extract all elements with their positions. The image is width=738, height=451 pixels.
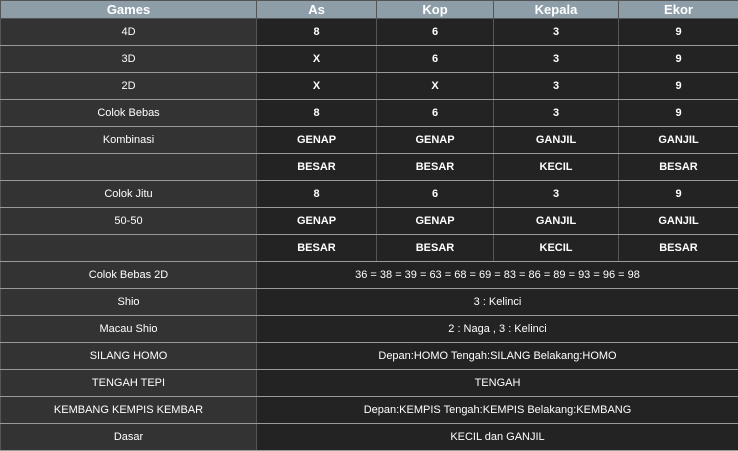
- value-cell: 6: [377, 19, 494, 46]
- value-cell: BESAR: [619, 235, 738, 262]
- column-header: Kepala: [494, 1, 619, 19]
- value-cell: BESAR: [619, 154, 738, 181]
- value-cell: BESAR: [257, 154, 377, 181]
- value-cell: GANJIL: [494, 208, 619, 235]
- result-cell: Depan:HOMO Tengah:SILANG Belakang:HOMO: [257, 343, 738, 370]
- value-cell: GANJIL: [619, 208, 738, 235]
- column-header: Ekor: [619, 1, 738, 19]
- game-cell: Macau Shio: [1, 316, 257, 343]
- game-cell: KEMBANG KEMPIS KEMBAR: [1, 397, 257, 424]
- result-cell: Depan:KEMPIS Tengah:KEMPIS Belakang:KEMB…: [257, 397, 738, 424]
- value-cell: GENAP: [377, 127, 494, 154]
- value-cell: 6: [377, 181, 494, 208]
- result-cell: 2 : Naga , 3 : Kelinci: [257, 316, 738, 343]
- value-cell: 9: [619, 73, 738, 100]
- value-cell: 6: [377, 100, 494, 127]
- value-cell: BESAR: [377, 235, 494, 262]
- value-cell: GENAP: [257, 127, 377, 154]
- value-cell: 9: [619, 19, 738, 46]
- game-cell: Shio: [1, 289, 257, 316]
- value-cell: KECIL: [494, 154, 619, 181]
- value-cell: GANJIL: [494, 127, 619, 154]
- column-header: Kop: [377, 1, 494, 19]
- game-cell: TENGAH TEPI: [1, 370, 257, 397]
- game-cell: 4D: [1, 19, 257, 46]
- value-cell: BESAR: [257, 235, 377, 262]
- value-cell: 9: [619, 46, 738, 73]
- value-cell: 8: [257, 100, 377, 127]
- column-header: Games: [1, 1, 257, 19]
- value-cell: 3: [494, 181, 619, 208]
- value-cell: BESAR: [377, 154, 494, 181]
- value-cell: X: [257, 73, 377, 100]
- game-cell: Dasar: [1, 424, 257, 451]
- game-cell: 50-50: [1, 208, 257, 235]
- value-cell: 8: [257, 19, 377, 46]
- value-cell: 9: [619, 181, 738, 208]
- game-cell: Colok Bebas 2D: [1, 262, 257, 289]
- result-cell: KECIL dan GANJIL: [257, 424, 738, 451]
- value-cell: 3: [494, 46, 619, 73]
- game-cell: Kombinasi: [1, 127, 257, 154]
- result-cell: 36 = 38 = 39 = 63 = 68 = 69 = 83 = 86 = …: [257, 262, 738, 289]
- value-cell: 6: [377, 46, 494, 73]
- game-cell: 3D: [1, 46, 257, 73]
- value-cell: GENAP: [257, 208, 377, 235]
- value-cell: 3: [494, 19, 619, 46]
- game-cell: SILANG HOMO: [1, 343, 257, 370]
- game-cell: [1, 235, 257, 262]
- value-cell: 3: [494, 100, 619, 127]
- value-cell: GENAP: [377, 208, 494, 235]
- value-cell: X: [257, 46, 377, 73]
- value-cell: 9: [619, 100, 738, 127]
- value-cell: KECIL: [494, 235, 619, 262]
- result-cell: TENGAH: [257, 370, 738, 397]
- value-cell: GANJIL: [619, 127, 738, 154]
- value-cell: 3: [494, 73, 619, 100]
- game-cell: Colok Bebas: [1, 100, 257, 127]
- value-cell: 8: [257, 181, 377, 208]
- column-header: As: [257, 1, 377, 19]
- game-cell: Colok Jitu: [1, 181, 257, 208]
- result-cell: 3 : Kelinci: [257, 289, 738, 316]
- value-cell: X: [377, 73, 494, 100]
- game-cell: [1, 154, 257, 181]
- game-cell: 2D: [1, 73, 257, 100]
